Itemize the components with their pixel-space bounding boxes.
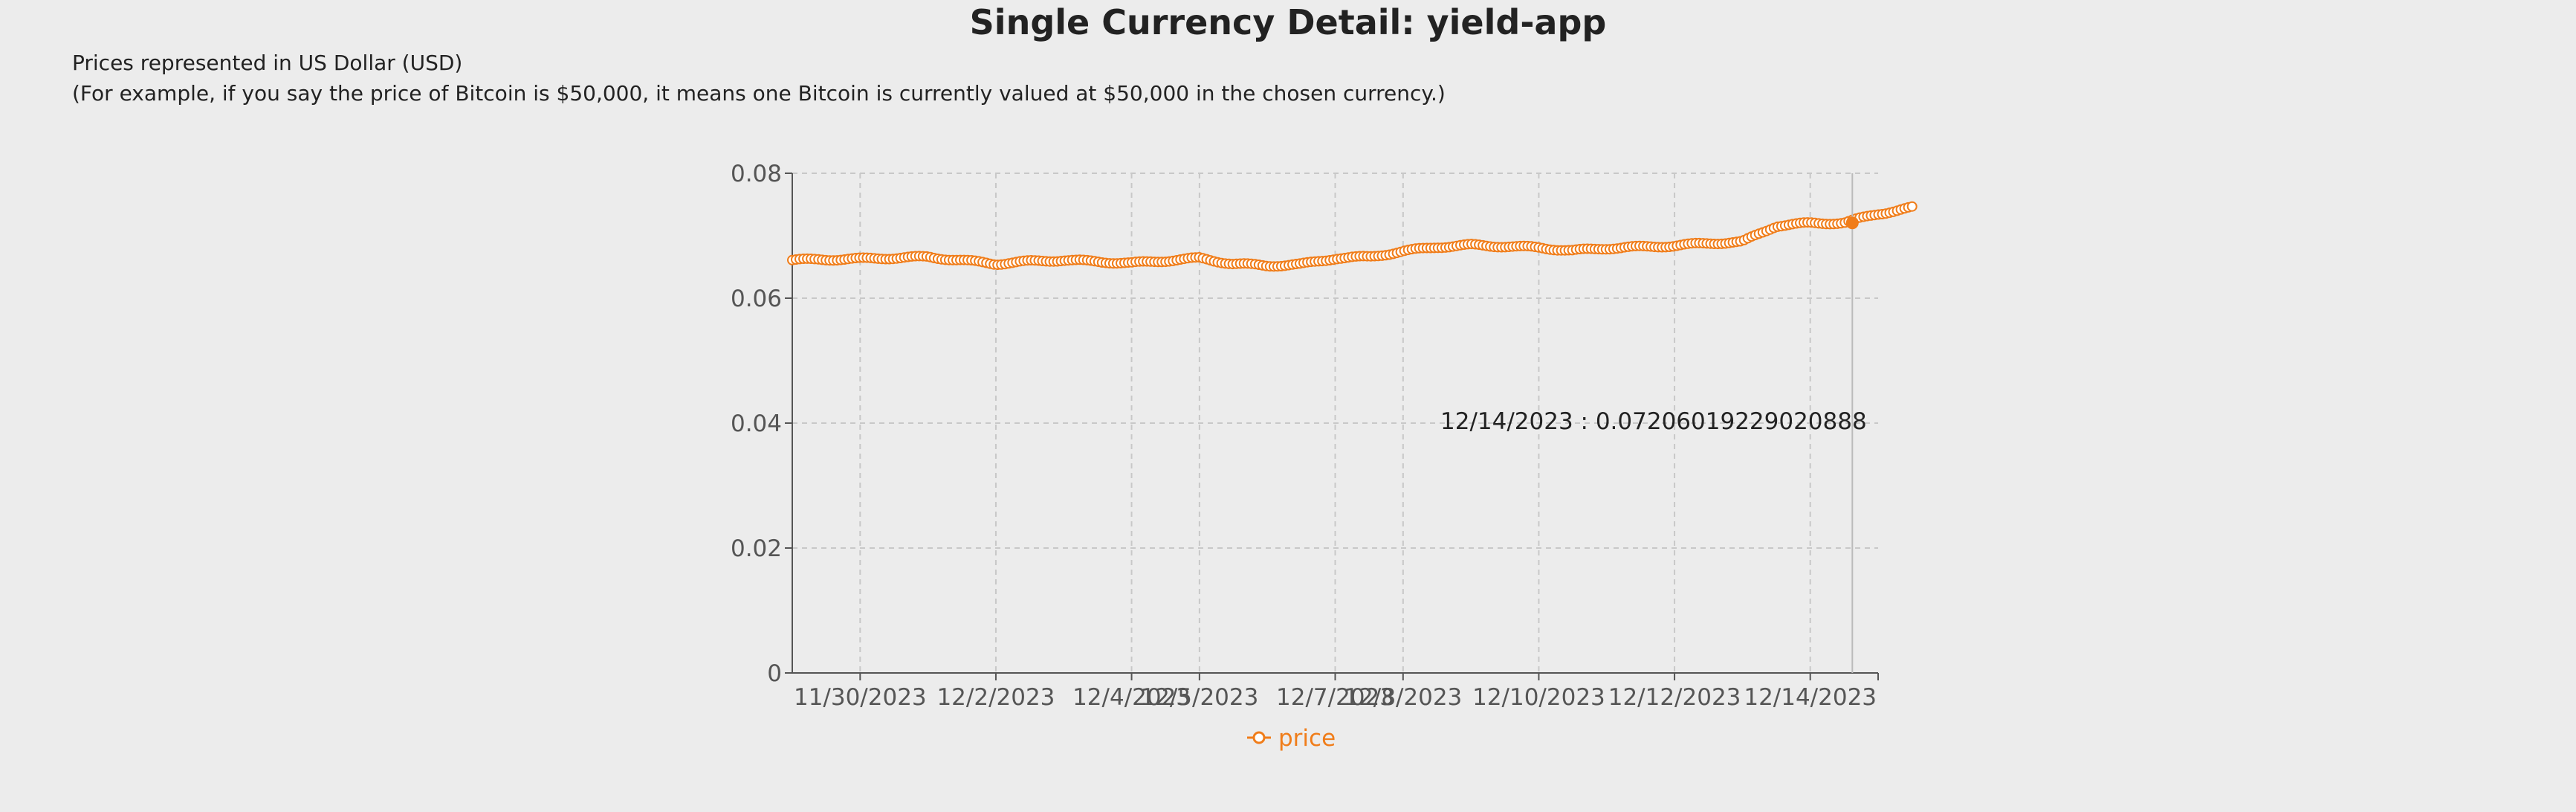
hover-indicator: 12/14/2023 : 0.07206019229020888 xyxy=(1440,173,1867,673)
y-tick-label: 0.04 xyxy=(731,410,782,437)
x-tick-label: 12/2/2023 xyxy=(936,684,1055,711)
x-tick-label: 12/12/2023 xyxy=(1608,684,1741,711)
chart-legend[interactable]: price xyxy=(1247,725,1336,752)
hover-tooltip: 12/14/2023 : 0.07206019229020888 xyxy=(1440,408,1867,435)
x-tick-label: 12/5/2023 xyxy=(1140,684,1258,711)
y-tick-label: 0.06 xyxy=(731,286,782,312)
hover-point[interactable] xyxy=(1845,216,1859,230)
price-point[interactable] xyxy=(1906,201,1918,212)
x-tick-label: 12/10/2023 xyxy=(1472,684,1605,711)
currency-note: Prices represented in US Dollar (USD) (F… xyxy=(72,48,1446,109)
x-tick-label: 12/7/2023 xyxy=(1276,684,1394,711)
currency-note-line1: Prices represented in US Dollar (USD) xyxy=(72,51,463,75)
currency-note-line2: (For example, if you say the price of Bi… xyxy=(72,81,1446,106)
legend-marker-icon xyxy=(1252,731,1266,744)
price-series xyxy=(787,201,1918,272)
chart-axes: 0 0.02 0.04 0.06 0.08 11/30/2023 12/2/2023 12/4… xyxy=(731,161,1879,711)
y-tick-label: 0.08 xyxy=(731,161,782,187)
page-title: Single Currency Detail: yield-app xyxy=(969,2,1607,42)
x-tick-label: 12/8/2023 xyxy=(1344,684,1462,711)
x-tick-label: 11/30/2023 xyxy=(794,684,927,711)
x-tick-label: 12/14/2023 xyxy=(1744,684,1877,711)
y-tick-label: 0.02 xyxy=(731,535,782,562)
legend-label: price xyxy=(1278,725,1336,752)
y-tick-label: 0 xyxy=(767,660,782,687)
x-tick-label: 12/4/2023 xyxy=(1072,684,1191,711)
